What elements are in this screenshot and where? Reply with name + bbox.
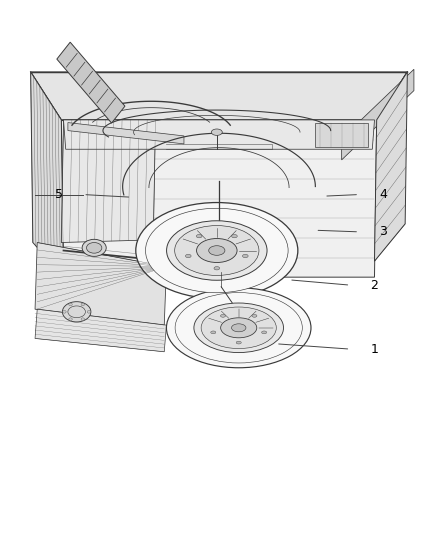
Ellipse shape [175, 293, 302, 363]
Polygon shape [61, 120, 155, 243]
Ellipse shape [236, 341, 241, 344]
Ellipse shape [243, 254, 248, 257]
Polygon shape [68, 123, 184, 144]
Ellipse shape [63, 310, 66, 313]
Ellipse shape [136, 203, 298, 298]
Polygon shape [35, 243, 166, 325]
Polygon shape [57, 42, 125, 123]
Text: 3: 3 [379, 225, 387, 238]
Polygon shape [31, 72, 407, 120]
Ellipse shape [81, 318, 85, 320]
Ellipse shape [211, 129, 222, 135]
Ellipse shape [197, 239, 237, 263]
Text: 4: 4 [379, 188, 387, 201]
Text: 2: 2 [371, 279, 378, 292]
Text: 5: 5 [55, 188, 63, 201]
Polygon shape [31, 72, 64, 277]
Ellipse shape [87, 310, 91, 313]
Ellipse shape [196, 235, 202, 238]
Polygon shape [61, 120, 377, 277]
Ellipse shape [252, 314, 257, 317]
Ellipse shape [166, 288, 311, 368]
Polygon shape [315, 123, 368, 147]
Ellipse shape [220, 314, 226, 317]
Polygon shape [64, 120, 374, 149]
Ellipse shape [214, 266, 219, 270]
Polygon shape [35, 309, 166, 352]
Polygon shape [374, 72, 407, 261]
Ellipse shape [166, 221, 267, 280]
Ellipse shape [232, 235, 237, 238]
Polygon shape [342, 69, 414, 160]
Ellipse shape [62, 302, 91, 322]
Ellipse shape [221, 318, 257, 338]
Ellipse shape [208, 246, 225, 255]
Ellipse shape [261, 331, 267, 334]
Ellipse shape [201, 307, 276, 349]
Ellipse shape [69, 318, 72, 320]
Ellipse shape [86, 243, 102, 253]
Text: 1: 1 [371, 343, 378, 356]
Ellipse shape [145, 208, 288, 293]
Ellipse shape [231, 324, 246, 332]
Ellipse shape [194, 303, 283, 353]
Ellipse shape [211, 331, 216, 334]
Ellipse shape [69, 303, 72, 306]
Ellipse shape [185, 254, 191, 257]
Ellipse shape [81, 303, 85, 306]
Ellipse shape [175, 225, 259, 276]
Ellipse shape [82, 239, 106, 256]
